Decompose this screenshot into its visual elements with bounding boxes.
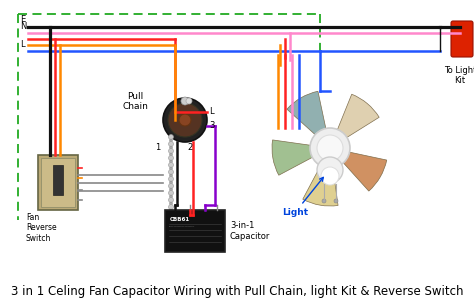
Text: Fan
Reverse
Switch: Fan Reverse Switch [26, 213, 56, 243]
Text: 1: 1 [155, 143, 160, 152]
Circle shape [168, 226, 173, 230]
Text: Pull
Chain: Pull Chain [122, 92, 148, 111]
Wedge shape [337, 150, 387, 191]
Text: To Light
Kit: To Light Kit [444, 66, 474, 85]
Circle shape [170, 202, 173, 205]
Bar [38, 155, 78, 210]
Text: 3: 3 [209, 122, 214, 130]
Circle shape [168, 141, 173, 147]
Circle shape [163, 98, 207, 142]
Circle shape [170, 223, 173, 226]
Text: L: L [209, 108, 214, 116]
Circle shape [168, 219, 173, 223]
Text: Light: Light [282, 177, 323, 217]
Circle shape [168, 148, 173, 154]
Text: L: L [20, 40, 25, 49]
Text: 3 in 1 Celing Fan Capacitor Wiring with Pull Chain, light Kit & Reverse Switch: 3 in 1 Celing Fan Capacitor Wiring with … [11, 285, 463, 298]
Circle shape [170, 230, 173, 233]
Bar [53, 165, 63, 195]
Wedge shape [272, 140, 321, 175]
Circle shape [170, 188, 173, 191]
Circle shape [321, 167, 339, 185]
Circle shape [168, 134, 173, 140]
Circle shape [317, 157, 343, 183]
Circle shape [170, 209, 173, 212]
FancyBboxPatch shape [451, 21, 473, 57]
Circle shape [168, 156, 173, 161]
Bar [41, 158, 75, 207]
Circle shape [168, 205, 173, 209]
Circle shape [170, 160, 173, 163]
Circle shape [170, 181, 173, 184]
Circle shape [168, 191, 173, 195]
Wedge shape [334, 94, 379, 143]
Text: 3-in-1
Capacitor: 3-in-1 Capacitor [230, 221, 270, 241]
Wedge shape [287, 91, 328, 141]
Text: N: N [20, 22, 27, 31]
Circle shape [170, 146, 173, 149]
Text: CBB61: CBB61 [170, 217, 190, 222]
Circle shape [186, 98, 192, 104]
Circle shape [168, 177, 173, 181]
Text: ___________________: ___________________ [168, 223, 194, 227]
Circle shape [170, 153, 173, 156]
Circle shape [168, 212, 173, 216]
Bar [165, 210, 225, 252]
Circle shape [170, 216, 173, 219]
Circle shape [170, 195, 173, 198]
Text: E: E [20, 15, 25, 24]
Circle shape [179, 114, 191, 126]
Circle shape [168, 184, 173, 188]
Circle shape [168, 163, 173, 168]
Circle shape [317, 135, 343, 161]
Circle shape [168, 170, 173, 174]
Circle shape [334, 199, 338, 203]
Circle shape [181, 97, 189, 105]
Circle shape [170, 167, 173, 170]
Circle shape [310, 128, 350, 168]
Text: 2: 2 [187, 143, 192, 152]
Circle shape [168, 103, 202, 137]
Circle shape [170, 139, 173, 142]
Circle shape [168, 198, 173, 202]
Wedge shape [303, 157, 338, 206]
Circle shape [322, 199, 326, 203]
Circle shape [170, 174, 173, 177]
